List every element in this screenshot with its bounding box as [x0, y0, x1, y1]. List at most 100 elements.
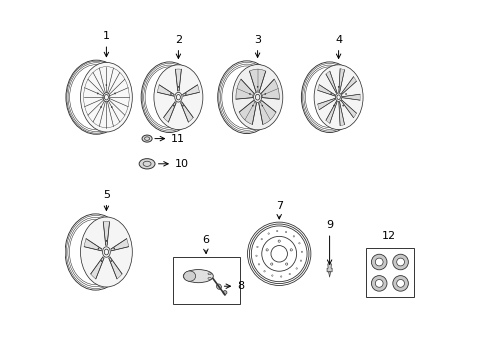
Polygon shape: [111, 239, 128, 251]
Ellipse shape: [271, 275, 273, 276]
Polygon shape: [249, 69, 266, 91]
Ellipse shape: [256, 255, 257, 257]
Ellipse shape: [257, 246, 258, 248]
Ellipse shape: [262, 105, 263, 106]
Ellipse shape: [185, 93, 186, 95]
Text: 9: 9: [326, 220, 333, 264]
Polygon shape: [326, 101, 337, 123]
Ellipse shape: [249, 93, 250, 95]
Bar: [366, 248, 414, 297]
Polygon shape: [236, 79, 254, 99]
Text: 11: 11: [155, 134, 185, 144]
Ellipse shape: [142, 135, 152, 142]
Polygon shape: [328, 272, 331, 277]
Ellipse shape: [375, 279, 383, 287]
Polygon shape: [164, 102, 176, 122]
Polygon shape: [84, 239, 102, 251]
Polygon shape: [157, 85, 174, 96]
Ellipse shape: [280, 276, 282, 277]
Text: 7: 7: [276, 201, 283, 219]
Ellipse shape: [232, 64, 283, 130]
Polygon shape: [318, 85, 335, 96]
Ellipse shape: [334, 105, 335, 106]
Ellipse shape: [397, 279, 404, 287]
Polygon shape: [339, 102, 344, 126]
Ellipse shape: [299, 243, 300, 244]
Ellipse shape: [111, 106, 112, 108]
Bar: [173, 257, 240, 304]
Text: 4: 4: [335, 35, 342, 58]
Ellipse shape: [80, 62, 132, 132]
Ellipse shape: [80, 217, 132, 287]
Ellipse shape: [111, 260, 112, 262]
Ellipse shape: [301, 251, 303, 252]
Ellipse shape: [106, 84, 107, 86]
Polygon shape: [183, 85, 199, 96]
Ellipse shape: [285, 231, 287, 233]
Ellipse shape: [183, 270, 213, 283]
Ellipse shape: [375, 258, 383, 266]
Text: 1: 1: [103, 31, 110, 57]
Ellipse shape: [97, 93, 98, 94]
Text: 8: 8: [224, 281, 244, 291]
Ellipse shape: [106, 240, 107, 242]
Polygon shape: [259, 100, 276, 125]
Polygon shape: [103, 221, 110, 245]
Ellipse shape: [290, 249, 293, 251]
Ellipse shape: [223, 291, 227, 294]
Polygon shape: [339, 69, 344, 93]
Ellipse shape: [101, 260, 102, 262]
Ellipse shape: [276, 230, 278, 232]
Ellipse shape: [139, 159, 155, 169]
Polygon shape: [327, 264, 332, 272]
Polygon shape: [91, 257, 104, 279]
Ellipse shape: [184, 271, 196, 281]
Ellipse shape: [261, 238, 263, 240]
Polygon shape: [341, 77, 356, 94]
Ellipse shape: [393, 276, 408, 291]
Text: 12: 12: [382, 231, 396, 241]
Text: 3: 3: [254, 35, 261, 57]
Ellipse shape: [173, 105, 174, 106]
Polygon shape: [181, 102, 193, 122]
Ellipse shape: [115, 93, 116, 94]
Polygon shape: [175, 69, 181, 91]
Text: 2: 2: [175, 35, 182, 58]
Ellipse shape: [331, 93, 332, 95]
Text: 6: 6: [202, 235, 209, 253]
Ellipse shape: [300, 260, 302, 261]
Ellipse shape: [258, 264, 260, 265]
Ellipse shape: [265, 93, 266, 95]
Ellipse shape: [182, 105, 183, 106]
Polygon shape: [109, 257, 122, 279]
Polygon shape: [341, 100, 356, 118]
Ellipse shape: [98, 248, 99, 249]
Ellipse shape: [371, 254, 387, 270]
Ellipse shape: [270, 263, 273, 265]
Polygon shape: [326, 71, 337, 93]
Ellipse shape: [314, 65, 363, 130]
Ellipse shape: [278, 240, 280, 242]
Ellipse shape: [178, 86, 179, 87]
Ellipse shape: [371, 276, 387, 291]
Ellipse shape: [252, 105, 253, 106]
Ellipse shape: [296, 268, 297, 269]
Ellipse shape: [397, 258, 404, 266]
Ellipse shape: [338, 86, 339, 87]
Ellipse shape: [154, 65, 203, 130]
Ellipse shape: [100, 106, 101, 108]
Ellipse shape: [286, 263, 288, 265]
Polygon shape: [343, 94, 360, 100]
Ellipse shape: [345, 93, 346, 95]
Text: 10: 10: [158, 159, 189, 169]
Polygon shape: [318, 98, 335, 110]
Ellipse shape: [217, 284, 221, 289]
Ellipse shape: [289, 273, 291, 275]
Ellipse shape: [268, 233, 270, 234]
Text: 5: 5: [103, 190, 110, 211]
Ellipse shape: [264, 271, 265, 272]
Polygon shape: [239, 100, 256, 125]
Ellipse shape: [257, 86, 258, 87]
Ellipse shape: [293, 235, 294, 237]
Ellipse shape: [393, 254, 408, 270]
